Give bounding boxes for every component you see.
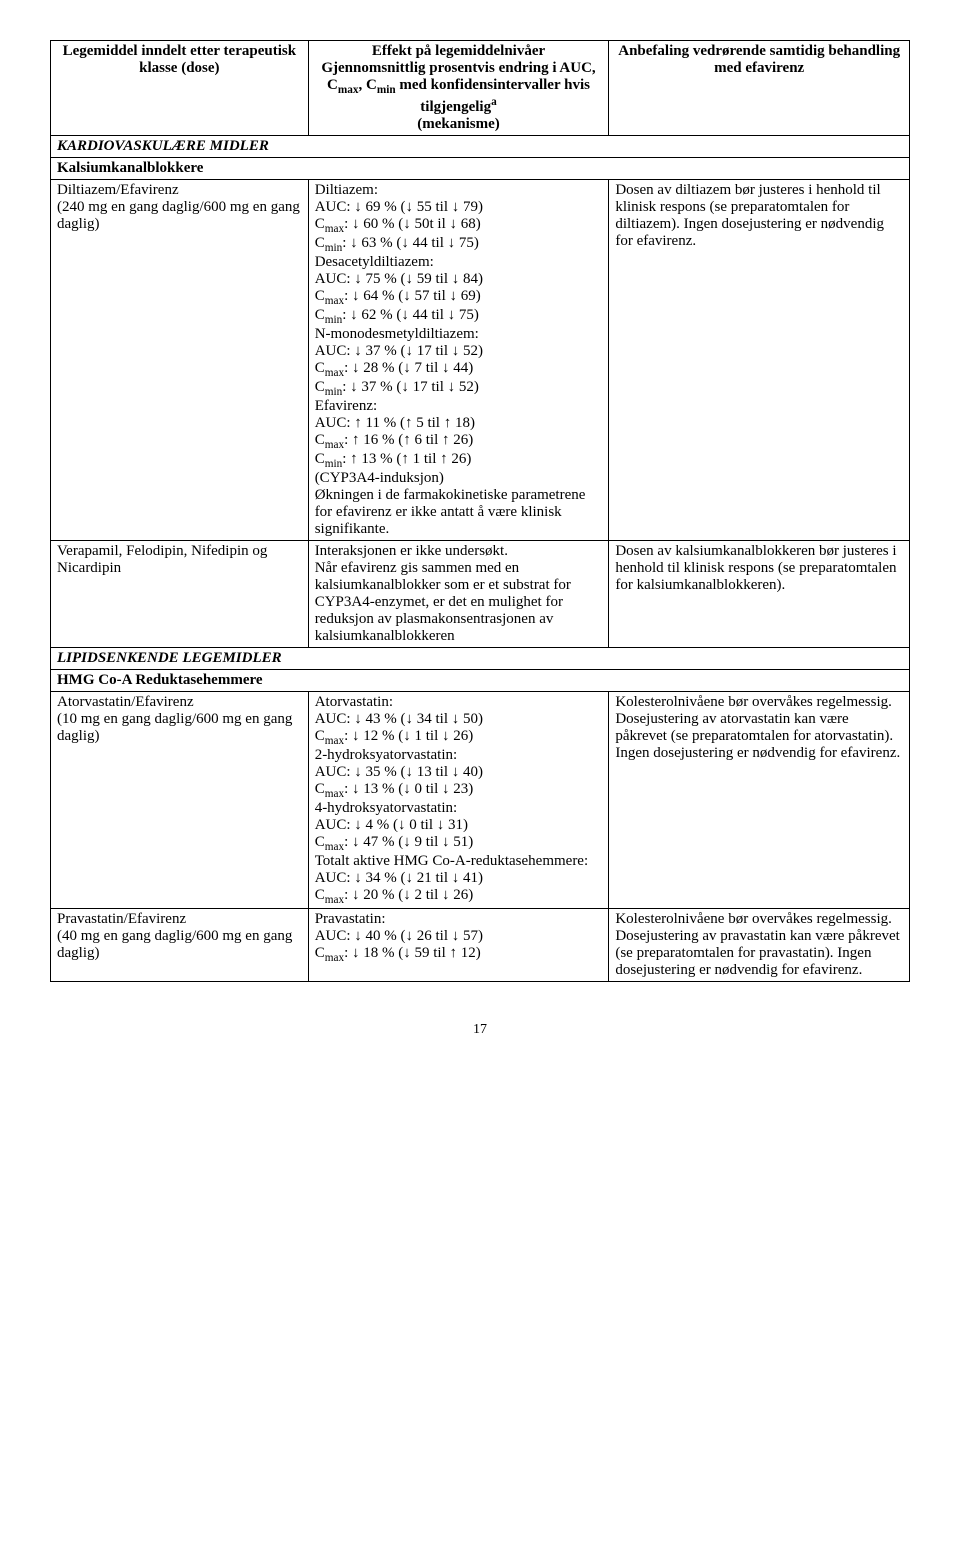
row3-c2: Atorvastatin:AUC: ↓ 43 % (↓ 34 til ↓ 50)… bbox=[308, 692, 609, 909]
table-row-pravastatin: Pravastatin/Efavirenz (40 mg en gang dag… bbox=[51, 909, 910, 982]
header-col2-sub1: max bbox=[338, 84, 359, 96]
header-col2-line3: (mekanisme) bbox=[417, 116, 500, 132]
row4-c3: Kolesterolnivåene bør overvåkes regelmes… bbox=[609, 909, 910, 982]
row4-c1-line2: (40 mg en gang daglig/600 mg en gang dag… bbox=[57, 928, 292, 961]
subsection-row-hmg: HMG Co-A Reduktasehemmere bbox=[51, 670, 910, 692]
section1-label: KARDIOVASKULÆRE MIDLER bbox=[51, 136, 910, 158]
row3-c1: Atorvastatin/Efavirenz (10 mg en gang da… bbox=[51, 692, 309, 909]
table-row-diltiazem: Diltiazem/Efavirenz (240 mg en gang dagl… bbox=[51, 180, 910, 541]
sub1-label: Kalsiumkanalblokkere bbox=[51, 158, 910, 180]
row3-c3: Kolesterolnivåene bør overvåkes regelmes… bbox=[609, 692, 910, 909]
table-row-atorvastatin: Atorvastatin/Efavirenz (10 mg en gang da… bbox=[51, 692, 910, 909]
section-row-lipid: LIPIDSENKENDE LEGEMIDLER bbox=[51, 648, 910, 670]
header-col2-mid: , C bbox=[359, 77, 377, 93]
row4-c2: Pravastatin:AUC: ↓ 40 % (↓ 26 til ↓ 57)C… bbox=[308, 909, 609, 982]
row1-c3: Dosen av diltiazem bør justeres i henhol… bbox=[609, 180, 910, 541]
row1-c1-line1: Diltiazem/Efavirenz bbox=[57, 182, 179, 198]
row1-c1: Diltiazem/Efavirenz (240 mg en gang dagl… bbox=[51, 180, 309, 541]
row3-c1-line1: Atorvastatin/Efavirenz bbox=[57, 694, 194, 710]
header-col2-sub2: min bbox=[377, 84, 396, 96]
section-row-cardio: KARDIOVASKULÆRE MIDLER bbox=[51, 136, 910, 158]
subsection-row-calcium: Kalsiumkanalblokkere bbox=[51, 158, 910, 180]
drug-interaction-table: Legemiddel inndelt etter terapeutisk kla… bbox=[50, 40, 910, 982]
row2-c3: Dosen av kalsiumkanalblokkeren bør juste… bbox=[609, 541, 910, 648]
row1-c2: Diltiazem:AUC: ↓ 69 % (↓ 55 til ↓ 79)Cma… bbox=[308, 180, 609, 541]
header-col1: Legemiddel inndelt etter terapeutisk kla… bbox=[51, 41, 309, 136]
row2-c2: Interaksjonen er ikke undersøkt.Når efav… bbox=[308, 541, 609, 648]
row1-c1-line2: (240 mg en gang daglig/600 mg en gang da… bbox=[57, 199, 300, 232]
row4-c1-line1: Pravastatin/Efavirenz bbox=[57, 911, 186, 927]
row3-c1-line2: (10 mg en gang daglig/600 mg en gang dag… bbox=[57, 711, 292, 744]
table-header-row: Legemiddel inndelt etter terapeutisk kla… bbox=[51, 41, 910, 136]
header-col2-sup: a bbox=[491, 96, 497, 108]
page-number: 17 bbox=[50, 1022, 910, 1038]
table-row-verapamil: Verapamil, Felodipin, Nifedipin og Nicar… bbox=[51, 541, 910, 648]
header-col3: Anbefaling vedrørende samtidig behandlin… bbox=[609, 41, 910, 136]
row2-c1: Verapamil, Felodipin, Nifedipin og Nicar… bbox=[51, 541, 309, 648]
sub2-label: HMG Co-A Reduktasehemmere bbox=[51, 670, 910, 692]
row4-c1: Pravastatin/Efavirenz (40 mg en gang dag… bbox=[51, 909, 309, 982]
section2-label: LIPIDSENKENDE LEGEMIDLER bbox=[51, 648, 910, 670]
header-col2: Effekt på legemiddelnivåer Gjennomsnittl… bbox=[308, 41, 609, 136]
header-col2-line1: Effekt på legemiddelnivåer bbox=[372, 43, 545, 59]
